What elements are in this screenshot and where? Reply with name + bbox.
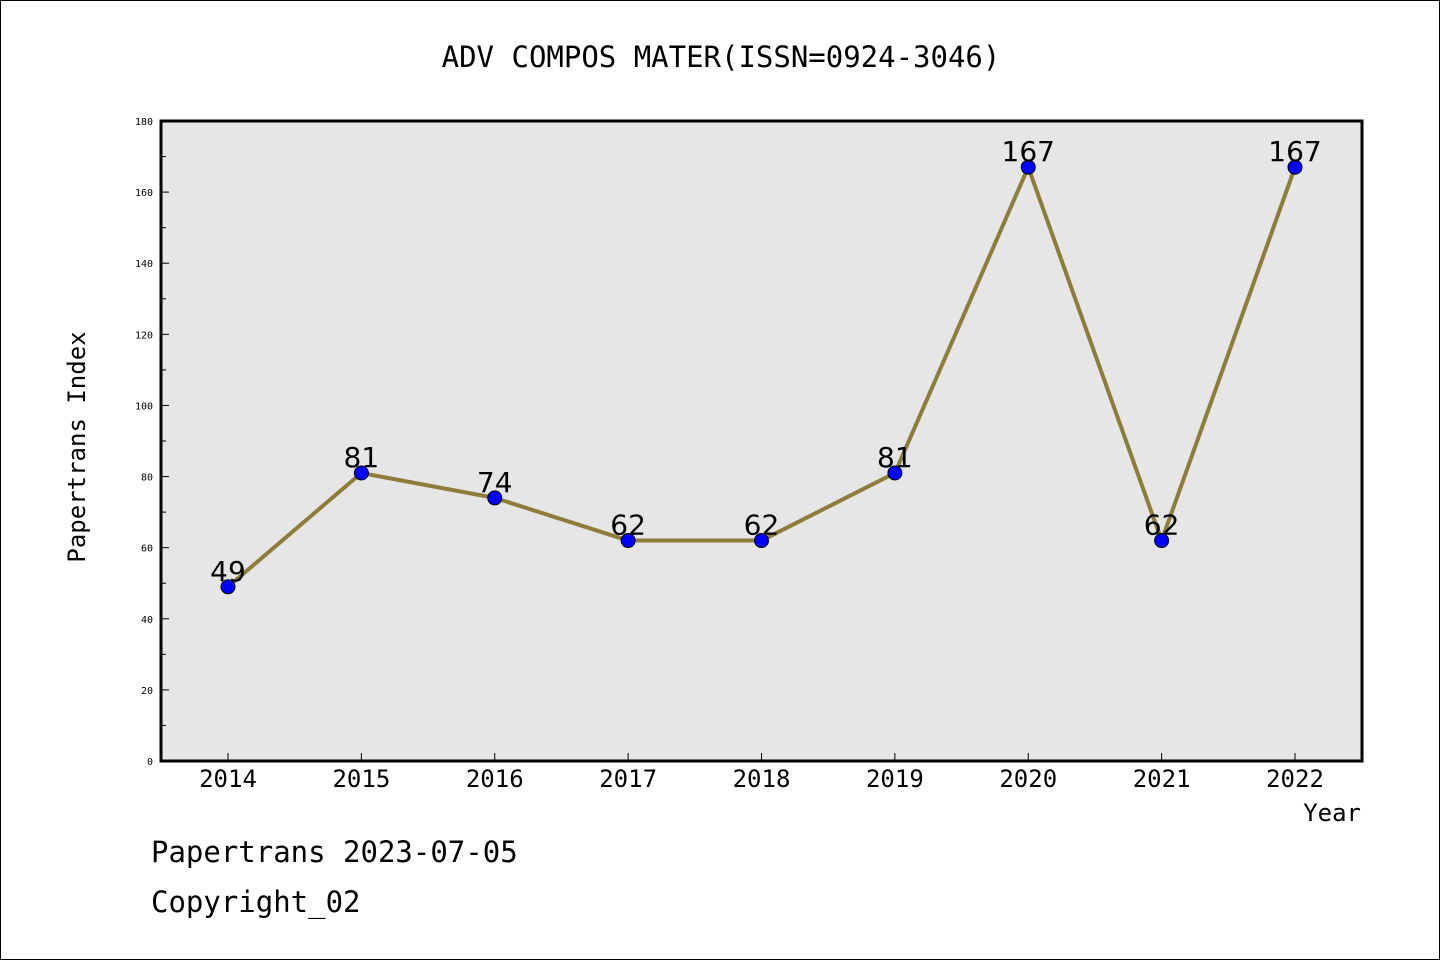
data-point [220,579,236,595]
y-tick-label: 60 [141,544,153,555]
data-label: 62 [1144,509,1180,542]
data-point [887,465,903,481]
data-label: 81 [344,441,380,474]
y-tick-label: 80 [141,473,153,484]
y-tick-label: 120 [135,330,153,341]
y-axis-label: Papertrans Index [63,331,91,562]
x-tick-label: 2017 [599,765,657,793]
data-point [487,490,503,506]
y-axis: 0 20 40 60 80 100 120 140 160 180 [135,117,169,768]
x-axis-label: Year [1303,799,1361,827]
marker-group [220,159,1303,595]
data-label: 81 [877,441,913,474]
chart-title: ADV COMPOS MATER(ISSN=0924-3046) [442,40,1001,74]
data-point [353,465,369,481]
data-label: 62 [744,509,780,542]
x-tick-label: 2019 [866,765,924,793]
x-tick-label: 2018 [733,765,791,793]
x-tick-label: 2020 [999,765,1057,793]
y-tick-label: 180 [135,117,153,128]
y-tick-label: 0 [147,757,153,768]
data-label: 62 [610,509,646,542]
x-tick-label: 2014 [199,765,257,793]
data-label: 167 [1002,135,1055,168]
x-axis: 2014 2015 2016 2017 2018 2019 2020 2021 2022 [199,753,1324,793]
data-point [1020,159,1036,175]
data-label-group: 49 81 74 62 62 81 167 62 167 [210,135,1322,588]
x-tick-label: 2015 [332,765,390,793]
x-tick-label: 2022 [1266,765,1324,793]
data-point [620,533,636,549]
footer-date: Papertrans 2023-07-05 [151,835,518,869]
y-tick-label: 40 [141,615,153,626]
data-label: 167 [1268,135,1321,168]
plot-area [159,119,1364,763]
x-tick-label: 2016 [466,765,524,793]
data-point [754,533,769,549]
y-tick-label: 20 [141,686,153,697]
x-tick-label: 2021 [1133,765,1191,793]
y-tick-label: 100 [135,401,153,412]
footer-copyright: Copyright_02 [151,885,361,919]
data-point [1287,159,1303,175]
data-label: 74 [477,466,513,499]
data-point [1154,533,1170,549]
y-tick-label: 160 [135,188,153,199]
data-label: 49 [210,555,246,588]
y-tick-label: 140 [135,259,153,270]
